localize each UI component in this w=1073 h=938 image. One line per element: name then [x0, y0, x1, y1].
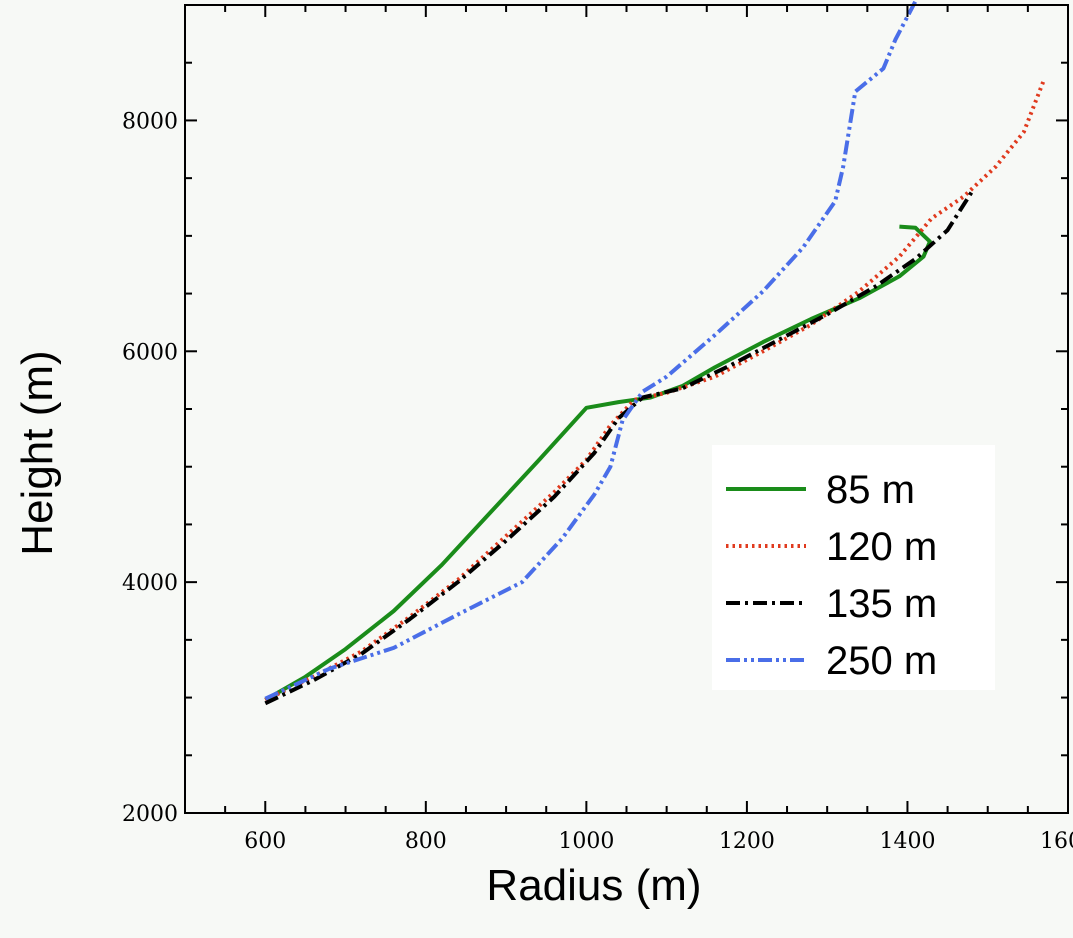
legend: 85 m 120 m 135 m 250 m — [712, 445, 995, 690]
legend-label-85-m: 85 m — [826, 468, 915, 512]
series-layer — [264, 0, 1046, 706]
axis-ticks — [185, 5, 1068, 813]
x-tick-label: 800 — [405, 829, 447, 854]
x-tick-label: 600 — [244, 829, 286, 854]
y-tick-label: 2000 — [122, 802, 178, 827]
legend-label-135-m: 135 m — [826, 582, 937, 626]
series-line-135-m — [264, 190, 974, 706]
x-axis-title: Radius (m) — [486, 861, 701, 910]
y-axis-title: Height (m) — [13, 350, 62, 555]
y-tick-label: 4000 — [122, 571, 178, 596]
x-tick-label: 1600 — [1040, 829, 1073, 854]
x-tick-label: 1200 — [719, 829, 775, 854]
series-line-250-m — [264, 0, 919, 701]
legend-label-120-m: 120 m — [826, 525, 937, 569]
x-tick-label: 1400 — [879, 829, 935, 854]
x-tick-label: 1000 — [558, 829, 614, 854]
legend-box — [712, 445, 995, 690]
axis-tick-labels: 600 800 1000 1200 1400 1600 2000 4000 6000 8000 — [122, 109, 1073, 854]
y-tick-label: 8000 — [122, 109, 178, 134]
y-tick-label: 6000 — [122, 340, 178, 365]
legend-label-250-m: 250 m — [826, 639, 937, 683]
